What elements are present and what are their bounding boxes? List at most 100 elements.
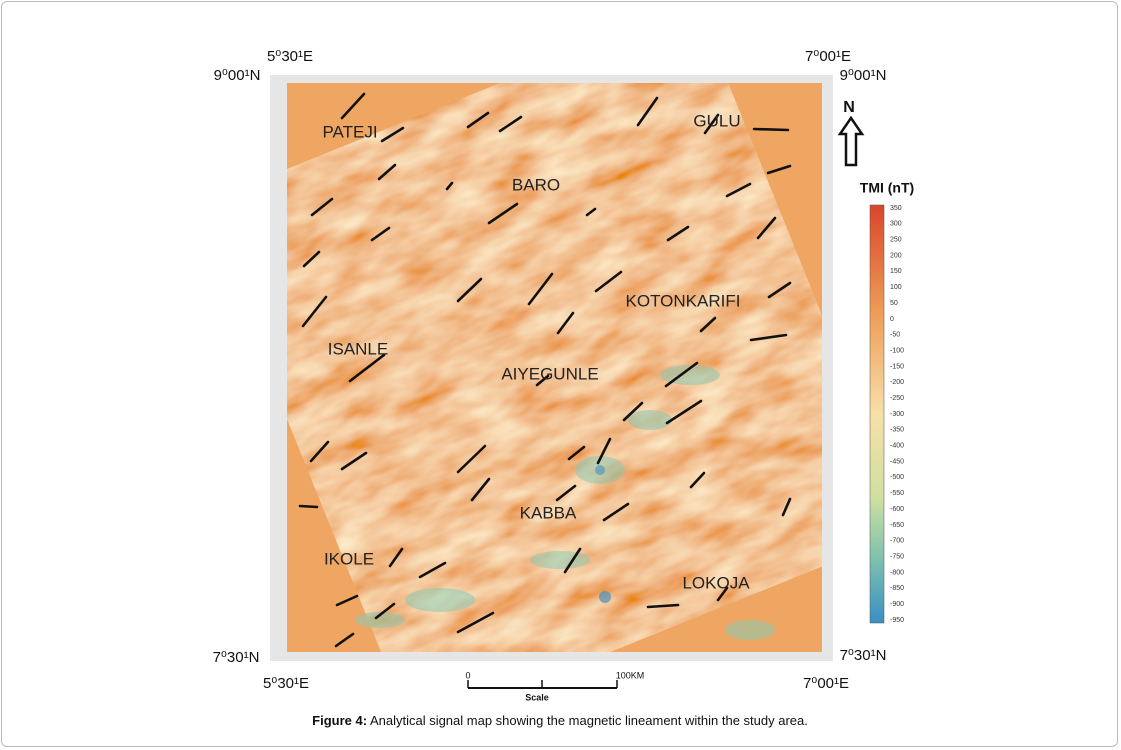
lineament bbox=[370, 226, 391, 242]
place-label: KABBA bbox=[520, 503, 577, 522]
place-label: BARO bbox=[512, 175, 560, 194]
colorbar-tick-label: 150 bbox=[890, 268, 902, 275]
lineament bbox=[445, 181, 454, 191]
lineament bbox=[340, 92, 366, 120]
lineament bbox=[664, 361, 699, 388]
lineament bbox=[470, 477, 491, 502]
colorbar-tick-label: -850 bbox=[890, 585, 904, 592]
place-label: KOTONKARIFI bbox=[626, 291, 741, 310]
colorbar-tick-label: 50 bbox=[890, 300, 898, 307]
colorbar-tick-label: -600 bbox=[890, 506, 904, 513]
lineament bbox=[596, 437, 612, 465]
colorbar-tick-label: -150 bbox=[890, 363, 904, 370]
lineament bbox=[348, 353, 386, 383]
lineament bbox=[766, 164, 792, 175]
map-image bbox=[287, 83, 822, 652]
colorbar bbox=[869, 204, 885, 624]
lineament bbox=[666, 225, 690, 242]
lineament bbox=[703, 113, 720, 135]
lineament bbox=[665, 399, 703, 425]
lineament bbox=[535, 374, 550, 387]
colorbar-tick-label: -800 bbox=[890, 569, 904, 576]
coordinate-label: 5⁰30¹E bbox=[263, 675, 309, 692]
lineament bbox=[466, 111, 490, 129]
colorbar-tick-label: -50 bbox=[890, 332, 900, 339]
colorbar-tick-label: -950 bbox=[890, 617, 904, 624]
lineament bbox=[377, 163, 397, 181]
colorbar-tick-label: -300 bbox=[890, 411, 904, 418]
coordinate-label: 9⁰00¹N bbox=[840, 67, 887, 84]
lineament bbox=[374, 602, 396, 620]
lineament bbox=[301, 295, 328, 328]
scale-end: 100KM bbox=[616, 670, 645, 680]
colorbar-tick-label: -350 bbox=[890, 427, 904, 434]
lineament bbox=[602, 502, 630, 522]
scale-label: Scale bbox=[525, 692, 549, 702]
lineament bbox=[418, 561, 447, 579]
lineament bbox=[456, 611, 495, 634]
colorbar-tick-label: 300 bbox=[890, 221, 902, 228]
lineament bbox=[749, 333, 788, 342]
colorbar-tick-label: -450 bbox=[890, 458, 904, 465]
caption: Figure 4: Analytical signal map showing … bbox=[312, 713, 808, 728]
lineament bbox=[689, 471, 706, 489]
lineament bbox=[646, 603, 680, 609]
lineament bbox=[487, 202, 519, 225]
coordinate-label: 9⁰00¹N bbox=[214, 67, 261, 84]
lineament bbox=[380, 126, 405, 143]
lineament bbox=[456, 444, 487, 474]
lineament bbox=[556, 311, 575, 335]
lineament bbox=[555, 484, 577, 502]
place-label: IKOLE bbox=[324, 549, 374, 568]
caption-label: Figure 4: bbox=[312, 713, 367, 728]
colorbar-tick-label: -250 bbox=[890, 395, 904, 402]
caption-text: Analytical signal map showing the magnet… bbox=[367, 713, 808, 728]
lineament bbox=[340, 451, 368, 471]
lineament bbox=[636, 96, 659, 127]
coordinate-label: 5⁰30¹E bbox=[267, 48, 313, 65]
lineament bbox=[594, 270, 623, 293]
scale-start: 0 bbox=[465, 670, 470, 680]
place-label: ISANLE bbox=[328, 339, 388, 358]
colorbar-title: TMI (nT) bbox=[860, 180, 914, 196]
lineament bbox=[622, 401, 644, 422]
colorbar-tick-label: -550 bbox=[890, 490, 904, 497]
lineament bbox=[781, 497, 792, 517]
north-arrow bbox=[837, 115, 865, 167]
colorbar-tick-label: -100 bbox=[890, 347, 904, 354]
colorbar-tick-label: 350 bbox=[890, 205, 902, 212]
coordinate-label: 7⁰30¹N bbox=[840, 647, 887, 664]
lineament bbox=[699, 316, 717, 333]
lineament bbox=[585, 207, 597, 217]
lineament bbox=[310, 197, 334, 217]
lineament bbox=[752, 127, 790, 132]
lineament bbox=[335, 594, 359, 607]
colorbar-tick-label: -750 bbox=[890, 553, 904, 560]
place-label: GULU bbox=[693, 111, 740, 130]
colorbar-tick-label: 0 bbox=[890, 316, 894, 323]
north-label: N bbox=[843, 99, 855, 116]
coordinate-label: 7⁰00¹E bbox=[803, 675, 849, 692]
colorbar-tick-label: -700 bbox=[890, 538, 904, 545]
place-label: PATEJI bbox=[322, 122, 377, 141]
lineament bbox=[388, 547, 404, 568]
colorbar-tick-label: -500 bbox=[890, 474, 904, 481]
lineament bbox=[456, 277, 483, 303]
lineament bbox=[756, 216, 777, 240]
lineament bbox=[302, 250, 321, 268]
lineaments bbox=[298, 92, 792, 648]
lineament bbox=[716, 586, 729, 602]
lineament bbox=[334, 632, 355, 648]
coordinate-label: 7⁰30¹N bbox=[213, 649, 260, 666]
lineament bbox=[725, 182, 752, 198]
lineament bbox=[563, 547, 582, 574]
place-label: LOKOJA bbox=[682, 573, 750, 592]
colorbar-tick-label: -900 bbox=[890, 601, 904, 608]
lineament bbox=[527, 272, 554, 306]
lineament bbox=[567, 445, 586, 461]
lineament bbox=[298, 504, 319, 509]
colorbar-tick-label: -200 bbox=[890, 379, 904, 386]
